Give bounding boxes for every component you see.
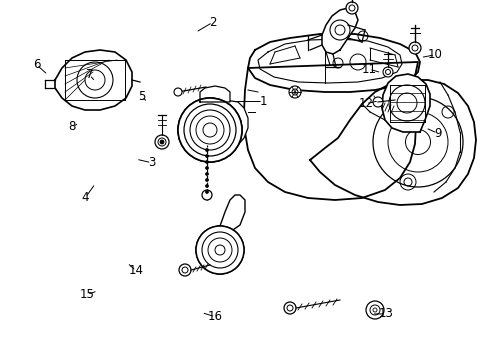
Circle shape bbox=[205, 190, 208, 194]
Text: 3: 3 bbox=[147, 156, 155, 169]
Circle shape bbox=[365, 301, 383, 319]
Polygon shape bbox=[381, 74, 429, 132]
Polygon shape bbox=[200, 86, 229, 102]
Circle shape bbox=[205, 154, 208, 158]
Circle shape bbox=[155, 135, 169, 149]
Circle shape bbox=[205, 172, 208, 176]
Circle shape bbox=[205, 149, 208, 152]
Circle shape bbox=[174, 88, 182, 96]
Circle shape bbox=[205, 166, 208, 170]
Circle shape bbox=[196, 226, 244, 274]
Text: 10: 10 bbox=[427, 48, 442, 61]
Text: 12: 12 bbox=[358, 97, 372, 110]
Circle shape bbox=[205, 161, 208, 163]
Polygon shape bbox=[220, 195, 244, 234]
Polygon shape bbox=[244, 62, 417, 200]
Text: 8: 8 bbox=[68, 120, 76, 133]
Circle shape bbox=[346, 2, 357, 14]
Circle shape bbox=[284, 302, 295, 314]
Text: 15: 15 bbox=[80, 288, 94, 301]
Text: 13: 13 bbox=[378, 307, 393, 320]
Circle shape bbox=[382, 67, 392, 77]
Circle shape bbox=[160, 140, 163, 144]
Circle shape bbox=[372, 97, 382, 107]
Polygon shape bbox=[309, 80, 475, 205]
Circle shape bbox=[288, 86, 301, 98]
Polygon shape bbox=[321, 8, 357, 54]
Text: 11: 11 bbox=[361, 63, 376, 76]
Text: 5: 5 bbox=[138, 90, 145, 103]
Polygon shape bbox=[192, 100, 247, 145]
Text: 14: 14 bbox=[128, 264, 143, 277]
Text: 1: 1 bbox=[259, 95, 266, 108]
Polygon shape bbox=[55, 50, 132, 110]
Circle shape bbox=[205, 185, 208, 188]
Circle shape bbox=[205, 179, 208, 181]
Circle shape bbox=[408, 42, 420, 54]
Text: 2: 2 bbox=[208, 16, 216, 29]
Circle shape bbox=[202, 190, 212, 200]
Text: 7: 7 bbox=[85, 68, 93, 81]
Circle shape bbox=[178, 98, 242, 162]
Circle shape bbox=[196, 226, 244, 274]
Polygon shape bbox=[247, 34, 419, 92]
Text: 9: 9 bbox=[433, 127, 441, 140]
Circle shape bbox=[178, 98, 242, 162]
Text: 16: 16 bbox=[207, 310, 222, 323]
Text: 6: 6 bbox=[33, 58, 41, 71]
Text: 4: 4 bbox=[81, 191, 89, 204]
Circle shape bbox=[179, 264, 191, 276]
